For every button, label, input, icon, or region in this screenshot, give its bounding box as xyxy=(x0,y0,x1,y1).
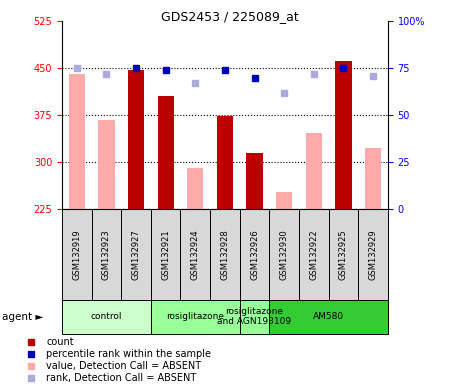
Bar xyxy=(306,133,322,209)
Bar xyxy=(187,168,203,209)
Text: GDS2453 / 225089_at: GDS2453 / 225089_at xyxy=(161,10,298,23)
Bar xyxy=(269,300,388,334)
Text: count: count xyxy=(46,337,74,347)
Bar xyxy=(335,61,352,209)
Text: rank, Detection Call = ABSENT: rank, Detection Call = ABSENT xyxy=(46,373,196,383)
Bar xyxy=(151,209,180,300)
Text: GSM132919: GSM132919 xyxy=(72,229,81,280)
Bar xyxy=(98,119,115,209)
Text: GSM132930: GSM132930 xyxy=(280,229,289,280)
Text: agent ►: agent ► xyxy=(2,312,44,322)
Bar xyxy=(329,209,358,300)
Bar xyxy=(358,209,388,300)
Text: percentile rank within the sample: percentile rank within the sample xyxy=(46,349,211,359)
Bar xyxy=(128,70,144,209)
Bar xyxy=(180,209,210,300)
Bar xyxy=(62,209,92,300)
Text: GSM132922: GSM132922 xyxy=(309,229,318,280)
Bar xyxy=(240,300,269,334)
Text: control: control xyxy=(91,312,122,321)
Bar xyxy=(151,300,240,334)
Text: GSM132924: GSM132924 xyxy=(191,229,200,280)
Text: AM580: AM580 xyxy=(313,312,344,321)
Text: GSM132929: GSM132929 xyxy=(369,229,378,280)
Bar xyxy=(92,209,121,300)
Bar xyxy=(240,209,269,300)
Text: GSM132921: GSM132921 xyxy=(161,229,170,280)
Text: GSM132927: GSM132927 xyxy=(132,229,140,280)
Bar xyxy=(157,96,174,209)
Text: rosiglitazone: rosiglitazone xyxy=(166,312,224,321)
Text: rosiglitazone
and AGN193109: rosiglitazone and AGN193109 xyxy=(218,307,291,326)
Bar xyxy=(62,300,151,334)
Text: GSM132928: GSM132928 xyxy=(220,229,230,280)
Text: GSM132923: GSM132923 xyxy=(102,229,111,280)
Bar xyxy=(217,116,233,209)
Bar xyxy=(69,74,85,209)
Bar xyxy=(269,209,299,300)
Bar xyxy=(246,154,263,209)
Bar xyxy=(365,149,381,209)
Bar xyxy=(210,209,240,300)
Bar xyxy=(121,209,151,300)
Bar xyxy=(276,192,292,209)
Text: GSM132926: GSM132926 xyxy=(250,229,259,280)
Bar xyxy=(299,209,329,300)
Text: value, Detection Call = ABSENT: value, Detection Call = ABSENT xyxy=(46,361,202,371)
Text: GSM132925: GSM132925 xyxy=(339,229,348,280)
